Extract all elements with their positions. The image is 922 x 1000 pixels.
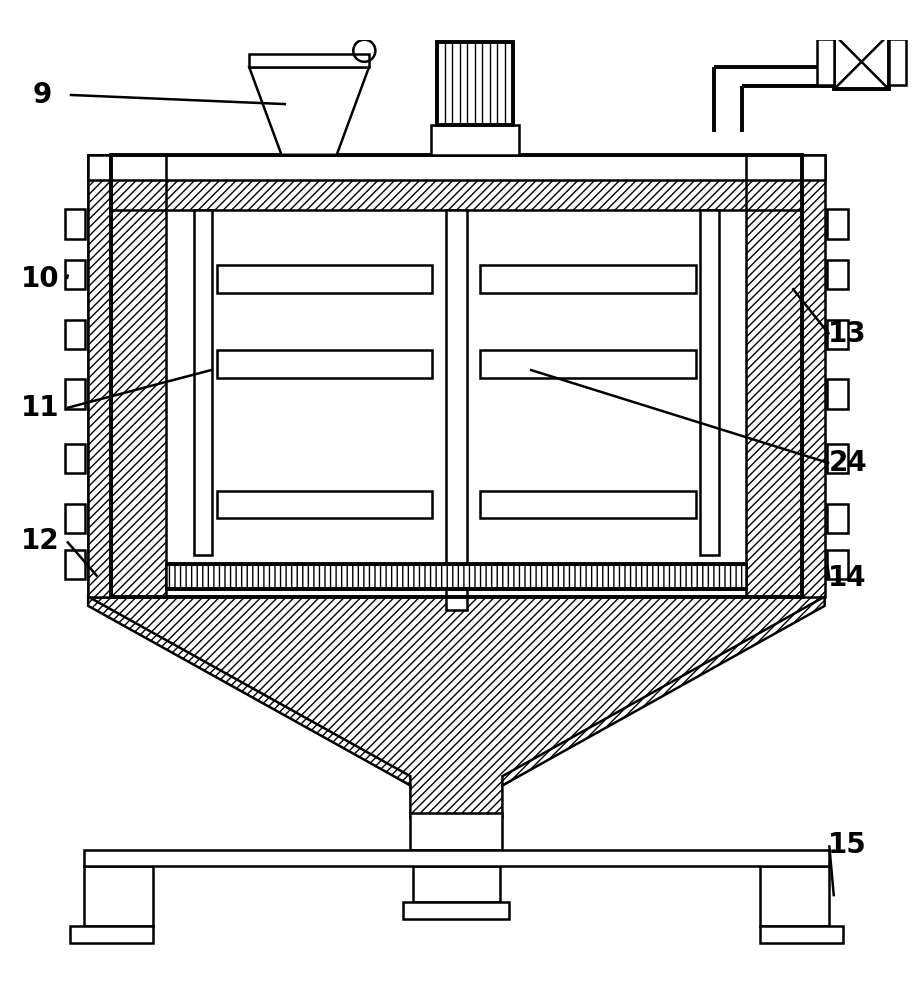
Bar bbox=[761, 866, 829, 926]
Polygon shape bbox=[249, 67, 369, 155]
Bar bbox=[89, 155, 112, 597]
Bar bbox=[827, 260, 847, 289]
Bar bbox=[827, 444, 847, 473]
Bar bbox=[217, 350, 432, 378]
Bar bbox=[112, 155, 801, 210]
Bar bbox=[65, 379, 86, 409]
Bar bbox=[747, 155, 801, 597]
Text: 14: 14 bbox=[828, 564, 867, 592]
Bar bbox=[827, 320, 847, 349]
Bar bbox=[827, 379, 847, 409]
Bar bbox=[801, 155, 824, 597]
Bar bbox=[437, 42, 513, 125]
Polygon shape bbox=[89, 597, 824, 818]
Polygon shape bbox=[502, 597, 824, 785]
Bar bbox=[404, 902, 509, 919]
Bar bbox=[827, 209, 847, 239]
Bar bbox=[65, 504, 86, 533]
Bar bbox=[84, 866, 153, 926]
Bar bbox=[480, 265, 696, 293]
Bar bbox=[112, 155, 166, 597]
Polygon shape bbox=[89, 597, 410, 785]
Bar bbox=[249, 54, 369, 67]
Bar bbox=[446, 210, 467, 610]
Bar bbox=[89, 155, 112, 597]
Bar bbox=[827, 504, 847, 533]
Bar bbox=[84, 850, 829, 866]
Bar bbox=[89, 155, 824, 180]
Text: 15: 15 bbox=[828, 831, 867, 859]
Bar bbox=[410, 813, 502, 850]
Bar bbox=[217, 491, 432, 518]
Bar bbox=[70, 926, 153, 943]
Bar bbox=[761, 926, 843, 943]
Bar bbox=[827, 550, 847, 579]
Bar bbox=[65, 444, 86, 473]
Bar bbox=[217, 265, 432, 293]
Bar bbox=[817, 39, 833, 85]
Bar bbox=[480, 350, 696, 378]
Bar bbox=[413, 866, 500, 902]
Bar bbox=[65, 320, 86, 349]
Bar bbox=[480, 491, 696, 518]
Bar bbox=[65, 550, 86, 579]
Text: 11: 11 bbox=[21, 394, 60, 422]
Bar bbox=[166, 564, 747, 589]
Text: 10: 10 bbox=[21, 265, 60, 293]
Bar bbox=[701, 210, 719, 555]
Bar bbox=[889, 39, 905, 85]
Bar bbox=[194, 210, 212, 555]
Bar bbox=[65, 260, 86, 289]
Bar bbox=[431, 125, 518, 155]
Bar bbox=[833, 34, 889, 89]
Bar bbox=[112, 155, 801, 597]
Text: 9: 9 bbox=[32, 81, 52, 109]
Text: 13: 13 bbox=[828, 320, 867, 348]
Bar bbox=[65, 209, 86, 239]
Text: 12: 12 bbox=[21, 527, 60, 555]
Text: 24: 24 bbox=[828, 449, 867, 477]
